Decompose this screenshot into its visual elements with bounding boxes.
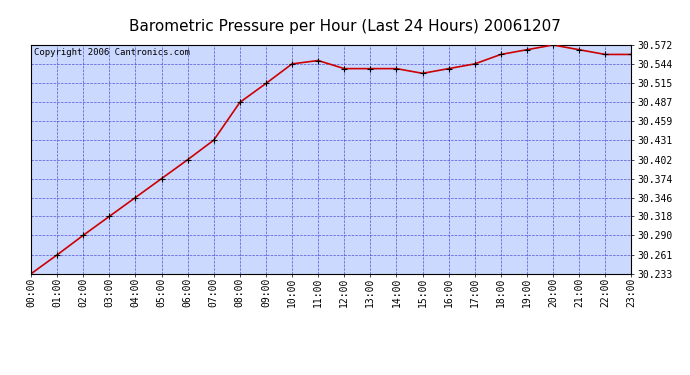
Text: Barometric Pressure per Hour (Last 24 Hours) 20061207: Barometric Pressure per Hour (Last 24 Ho…: [129, 19, 561, 34]
Text: Copyright 2006 Cantronics.com: Copyright 2006 Cantronics.com: [34, 48, 190, 57]
